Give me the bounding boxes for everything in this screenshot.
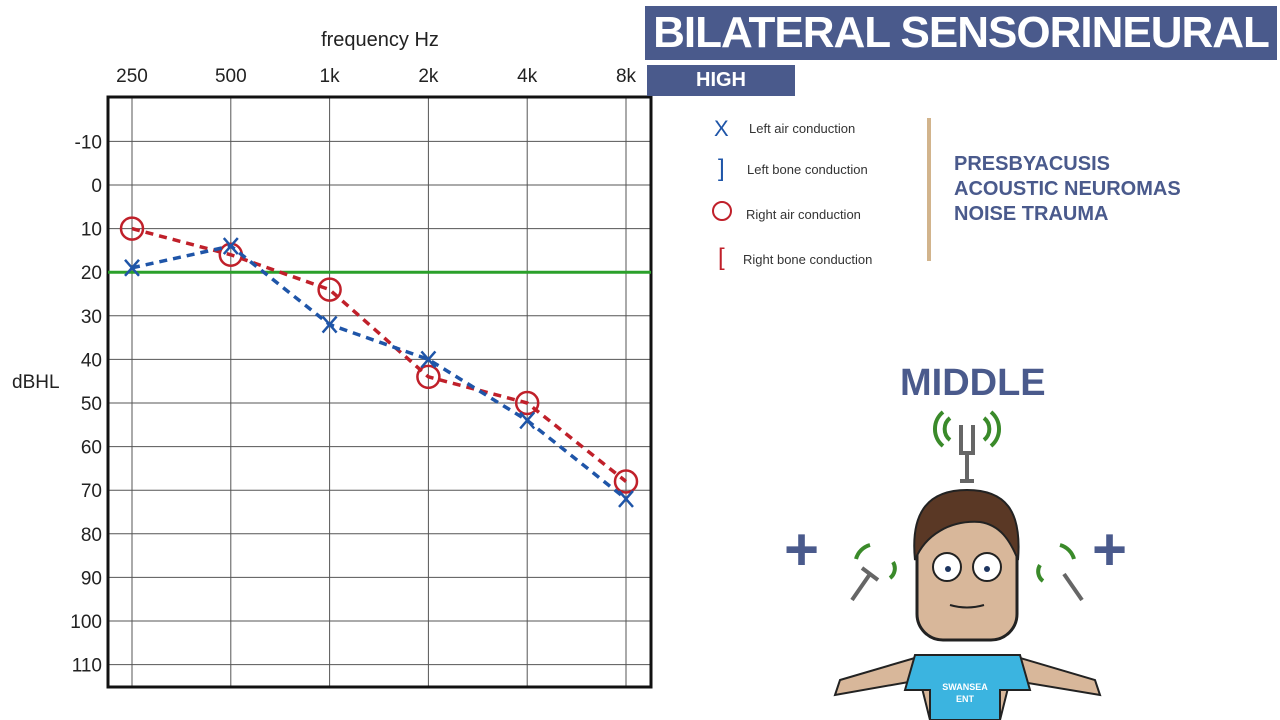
data-point-x bbox=[618, 490, 634, 508]
x-axis-label: frequency Hz bbox=[321, 29, 439, 51]
y-tick-label: 90 bbox=[81, 568, 102, 589]
data-point-x bbox=[124, 259, 140, 277]
plus-left: + bbox=[784, 516, 820, 583]
data-point-circle bbox=[119, 216, 145, 241]
series-line bbox=[131, 244, 628, 501]
cause-item: ACOUSTIC NEUROMAS bbox=[954, 178, 1181, 200]
y-tick-label: 0 bbox=[91, 176, 102, 197]
circle-marker-icon bbox=[712, 201, 732, 221]
plus-right: + bbox=[1092, 516, 1128, 583]
data-point-circle bbox=[317, 277, 342, 302]
y-tick-label: 110 bbox=[72, 656, 102, 677]
page-title: BILATERAL SENSORINEURAL LOSS bbox=[645, 6, 1277, 111]
y-tick-label: -10 bbox=[75, 132, 102, 153]
data-point-x bbox=[519, 411, 536, 430]
data-point-circle bbox=[613, 469, 639, 494]
data-point-x bbox=[222, 237, 239, 255]
data-point-x bbox=[321, 315, 338, 334]
x-tick-label: 4k bbox=[517, 66, 538, 87]
divider bbox=[927, 118, 931, 261]
bracket-left-icon: [ bbox=[718, 244, 725, 271]
legend-label: Left air conduction bbox=[749, 121, 856, 136]
bracket-right-icon: ] bbox=[718, 155, 725, 182]
y-tick-label: 40 bbox=[81, 350, 102, 371]
data-point-circle bbox=[514, 390, 540, 416]
middle-label: MIDDLE bbox=[900, 362, 1046, 404]
cause-item: PRESBYACUSIS bbox=[954, 153, 1110, 175]
x-tick-label: 250 bbox=[116, 66, 148, 87]
data-point-circle bbox=[416, 364, 441, 390]
legend-label: Right bone conduction bbox=[743, 252, 873, 267]
data-point-x bbox=[420, 350, 437, 369]
x-tick-label: 1k bbox=[320, 66, 341, 87]
series-line bbox=[131, 226, 628, 483]
x-marker-icon: X bbox=[714, 116, 729, 141]
x-tick-label: 2k bbox=[418, 66, 439, 87]
plot-frame bbox=[106, 95, 653, 689]
y-tick-label: 70 bbox=[81, 481, 102, 502]
x-tick-label: 500 bbox=[215, 66, 247, 87]
y-tick-label: 20 bbox=[81, 263, 102, 284]
y-axis-label: dBHL bbox=[12, 372, 60, 393]
y-tick-label: 60 bbox=[81, 438, 102, 459]
subtitle-badge: HIGH FREQUENCY bbox=[647, 65, 795, 122]
causes-list: PRESBYACUSIS ACOUSTIC NEUROMAS NOISE TRA… bbox=[954, 152, 1181, 227]
y-tick-label: 100 bbox=[70, 612, 102, 633]
legend-label: Left bone conduction bbox=[747, 162, 868, 177]
y-tick-label: 30 bbox=[81, 307, 102, 328]
cause-item: NOISE TRAUMA bbox=[954, 203, 1109, 225]
y-tick-label: 80 bbox=[81, 525, 102, 546]
y-tick-label: 10 bbox=[81, 220, 102, 241]
y-tick-label: 50 bbox=[81, 394, 102, 415]
legend-label: Right air conduction bbox=[746, 207, 861, 222]
x-tick-label: 8k bbox=[616, 66, 637, 87]
